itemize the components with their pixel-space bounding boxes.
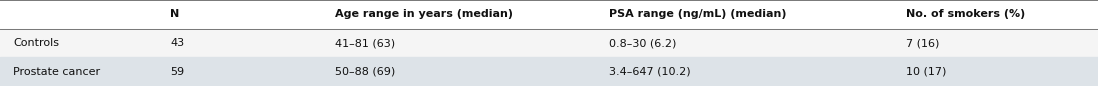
Text: N: N [170,9,179,19]
Text: Prostate cancer: Prostate cancer [13,67,100,77]
Text: 0.8–30 (6.2): 0.8–30 (6.2) [609,38,676,48]
Bar [0,29,1098,57]
Text: Controls: Controls [13,38,59,48]
Text: Age range in years (median): Age range in years (median) [335,9,513,19]
Text: 7 (16): 7 (16) [906,38,939,48]
Text: 10 (17): 10 (17) [906,67,946,77]
Text: 43: 43 [170,38,184,48]
Text: 50–88 (69): 50–88 (69) [335,67,395,77]
Text: 41–81 (63): 41–81 (63) [335,38,395,48]
Text: 3.4–647 (10.2): 3.4–647 (10.2) [609,67,691,77]
Bar [0,57,1098,86]
Text: No. of smokers (%): No. of smokers (%) [906,9,1026,19]
Text: 59: 59 [170,67,184,77]
Bar [0,0,1098,29]
Text: PSA range (ng/mL) (median): PSA range (ng/mL) (median) [609,9,787,19]
